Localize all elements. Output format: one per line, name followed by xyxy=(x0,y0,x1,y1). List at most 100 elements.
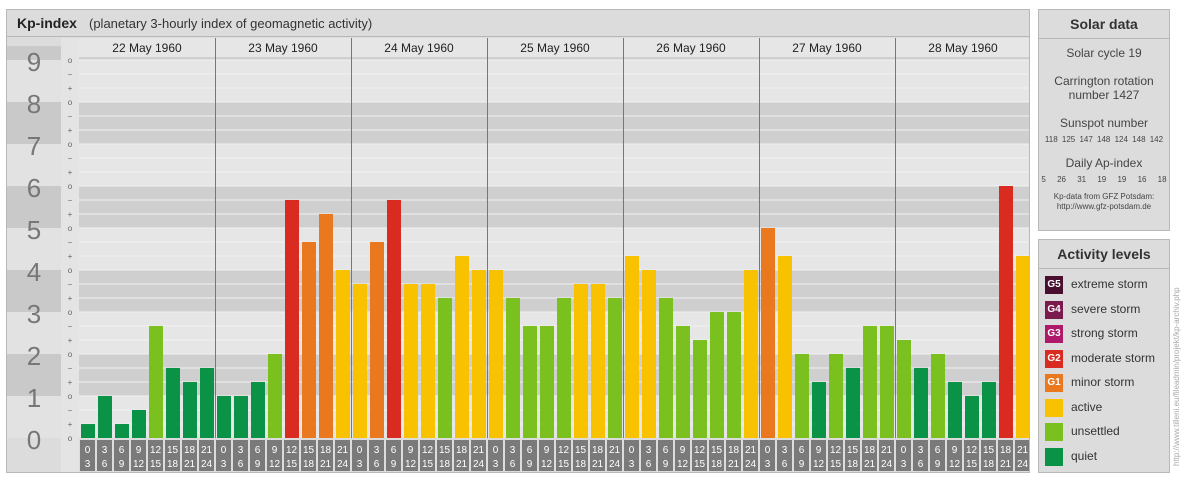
kp-bar xyxy=(642,270,656,438)
day-header-bg xyxy=(79,38,215,57)
kp-chart-panel: Kp-index (planetary 3-hourly index of ge… xyxy=(6,9,1030,473)
sunspot-values: 118 125 147 148 124 148 142 xyxy=(1044,135,1164,144)
interval-start-label: 3 xyxy=(102,445,108,456)
interval-cell xyxy=(930,440,945,471)
interval-end-label: 6 xyxy=(782,459,788,470)
interval-end-label: 15 xyxy=(966,459,978,470)
y-minor-tick-label: − xyxy=(68,322,73,331)
kp-band-7 xyxy=(79,102,1029,144)
interval-end-label: 12 xyxy=(269,459,281,470)
interval-start-label: 12 xyxy=(150,445,162,456)
y-tick-label: 7 xyxy=(27,131,41,161)
y-minor-tick-label: + xyxy=(68,252,73,261)
kp-bar xyxy=(795,354,809,438)
interval-cell xyxy=(403,440,418,471)
interval-cell xyxy=(879,440,894,471)
legend-swatch: G3 xyxy=(1045,325,1063,343)
interval-start-label: 18 xyxy=(728,445,740,456)
y-minor-tick-label: o xyxy=(68,434,73,443)
kp-bar xyxy=(234,396,248,438)
kp-bar xyxy=(659,298,673,438)
interval-end-label: 3 xyxy=(765,459,771,470)
ap-index-title: Daily Ap-index xyxy=(1065,156,1143,170)
interval-start-label: 18 xyxy=(320,445,332,456)
kp-bar xyxy=(353,283,367,438)
kp-bar xyxy=(761,228,775,438)
kp-bar xyxy=(744,270,758,438)
kp-bar xyxy=(200,367,214,438)
interval-end-label: 9 xyxy=(119,459,125,470)
y-minor-tick-label: − xyxy=(68,280,73,289)
interval-cell xyxy=(131,440,146,471)
interval-cell xyxy=(624,440,639,471)
interval-start-label: 6 xyxy=(663,445,669,456)
interval-cell xyxy=(573,440,588,471)
day-header-bg xyxy=(759,38,895,57)
interval-end-label: 15 xyxy=(558,459,570,470)
source-link[interactable]: http://www.gfz-potsdam.de xyxy=(1056,202,1152,211)
kp-band-5 xyxy=(79,186,1029,228)
day-header-bg xyxy=(351,38,487,57)
y-tick-label: 2 xyxy=(27,341,41,371)
kp-bar xyxy=(540,325,554,438)
y-tick-label: 0 xyxy=(27,425,41,455)
kp-bar xyxy=(438,298,452,438)
activity-levels-title: Activity levels xyxy=(1039,240,1169,269)
kp-label-band-0 xyxy=(7,396,61,438)
kp-bar xyxy=(115,424,129,438)
interval-cell xyxy=(505,440,520,471)
interval-start-label: 9 xyxy=(952,445,958,456)
day-label: 28 May 1960 xyxy=(928,41,998,55)
interval-end-label: 6 xyxy=(374,459,380,470)
interval-end-label: 9 xyxy=(527,459,533,470)
day-header-bg xyxy=(895,38,1029,57)
interval-start-label: 6 xyxy=(527,445,533,456)
interval-cell xyxy=(352,440,367,471)
y-minor-tick-label: − xyxy=(68,70,73,79)
interval-cell xyxy=(692,440,707,471)
y-minor-tick-label: o xyxy=(68,266,73,275)
interval-cell xyxy=(607,440,622,471)
y-minor-tick-label: o xyxy=(68,392,73,401)
day-label: 22 May 1960 xyxy=(112,41,182,55)
interval-cell xyxy=(794,440,809,471)
title-bar: Kp-index (planetary 3-hourly index of ge… xyxy=(7,10,1029,37)
interval-end-label: 21 xyxy=(1000,459,1012,470)
interval-end-label: 12 xyxy=(677,459,689,470)
interval-start-label: 18 xyxy=(1000,445,1012,456)
kp-bar xyxy=(132,409,146,438)
interval-start-label: 18 xyxy=(864,445,876,456)
solar-cycle: Solar cycle 19 xyxy=(1066,46,1142,60)
kp-bar xyxy=(727,312,741,438)
day-label: 27 May 1960 xyxy=(792,41,862,55)
kp-bar xyxy=(999,186,1013,438)
interval-start-label: 0 xyxy=(629,445,635,456)
day-label: 25 May 1960 xyxy=(520,41,590,55)
interval-cell xyxy=(862,440,877,471)
sunspot-number-title: Sunspot number xyxy=(1059,116,1149,130)
kp-bar xyxy=(948,382,962,438)
interval-cell xyxy=(250,440,265,471)
kp-bar xyxy=(557,298,571,438)
interval-cell xyxy=(981,440,996,471)
y-tick-label: 3 xyxy=(27,299,41,329)
kp-label-band-2 xyxy=(7,312,61,354)
interval-end-label: 18 xyxy=(847,459,859,470)
interval-start-label: 9 xyxy=(816,445,822,456)
legend-item-minor-storm: G1 minor storm xyxy=(1045,373,1169,393)
interval-cell xyxy=(97,440,112,471)
kp-bar xyxy=(268,354,282,438)
interval-start-label: 21 xyxy=(1017,445,1029,456)
interval-start-label: 6 xyxy=(935,445,941,456)
kp-bar xyxy=(370,241,384,438)
interval-end-label: 24 xyxy=(609,459,621,470)
kp-bar xyxy=(489,270,503,438)
y-tick-label: 1 xyxy=(27,383,41,413)
interval-cell xyxy=(760,440,775,471)
watermark: http://www.tilleni.eu/fileadmin/projekt/… xyxy=(1172,287,1181,466)
interval-end-label: 21 xyxy=(864,459,876,470)
interval-start-label: 15 xyxy=(439,445,451,456)
legend-label: active xyxy=(1071,399,1103,414)
interval-start-label: 21 xyxy=(201,445,213,456)
interval-end-label: 21 xyxy=(184,459,196,470)
